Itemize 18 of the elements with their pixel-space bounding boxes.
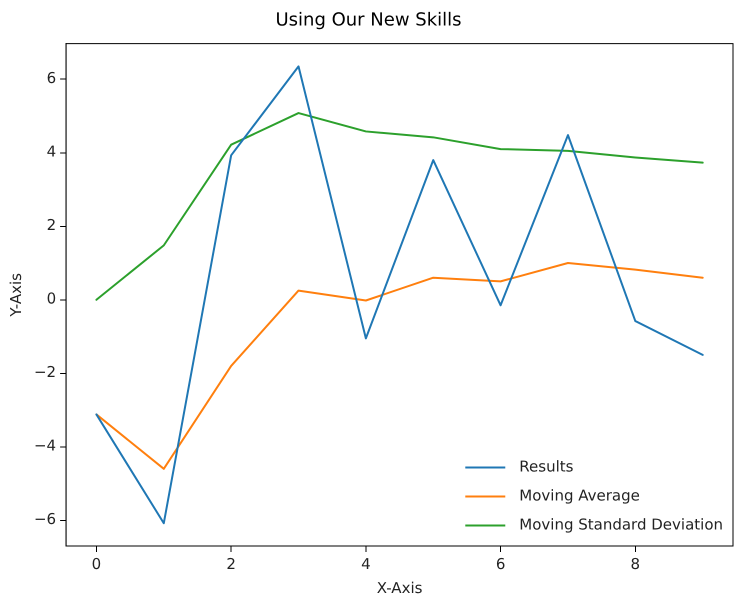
x-tick-label: 6 (496, 554, 506, 573)
legend-label: Moving Average (519, 486, 640, 504)
y-tick-label: −2 (34, 363, 56, 382)
legend-label: Results (519, 457, 574, 476)
y-tick-label: −4 (34, 436, 56, 455)
x-axis-title: X-Axis (376, 578, 423, 597)
x-tick-label: 2 (226, 554, 236, 573)
y-tick-label: −6 (34, 510, 56, 528)
y-axis-title: Y-Axis (6, 272, 25, 318)
chart-title: Using Our New Skills (275, 9, 462, 30)
y-tick-label: 0 (46, 290, 56, 308)
x-tick-label: 4 (361, 554, 371, 573)
y-tick-label: 4 (46, 142, 56, 161)
y-tick-label: 2 (46, 216, 56, 234)
x-tick-label: 0 (92, 554, 102, 573)
x-tick-label: 8 (630, 554, 640, 573)
y-tick-label: 6 (46, 69, 56, 88)
legend-label: Moving Standard Deviation (519, 515, 724, 534)
